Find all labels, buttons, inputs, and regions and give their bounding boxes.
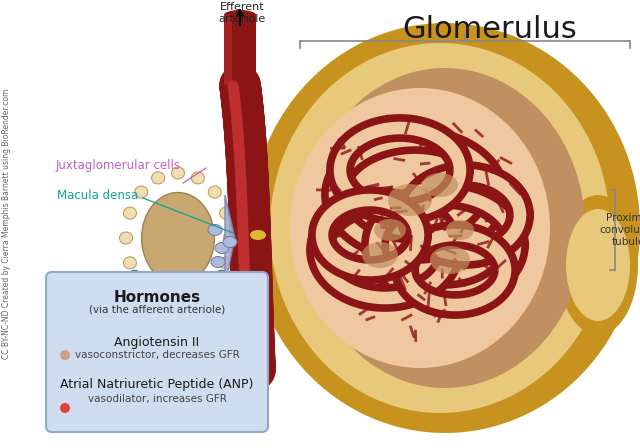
- Ellipse shape: [223, 237, 237, 247]
- Text: vasoconstrictor, decreases GFR: vasoconstrictor, decreases GFR: [75, 350, 239, 360]
- Text: Hormones: Hormones: [113, 290, 200, 305]
- Ellipse shape: [220, 257, 232, 269]
- Ellipse shape: [388, 184, 432, 216]
- Ellipse shape: [191, 292, 204, 304]
- Ellipse shape: [374, 219, 406, 241]
- Ellipse shape: [205, 284, 218, 295]
- Ellipse shape: [558, 195, 638, 335]
- Ellipse shape: [250, 23, 640, 433]
- Ellipse shape: [208, 186, 221, 198]
- Ellipse shape: [290, 88, 550, 368]
- Circle shape: [54, 355, 63, 364]
- Ellipse shape: [215, 270, 228, 281]
- Ellipse shape: [135, 186, 148, 198]
- Ellipse shape: [193, 293, 205, 304]
- Circle shape: [60, 350, 70, 360]
- Text: Juxtaglomerular cells: Juxtaglomerular cells: [56, 159, 180, 172]
- Circle shape: [63, 411, 72, 420]
- Ellipse shape: [305, 68, 585, 388]
- Text: vasodilator, increases GFR: vasodilator, increases GFR: [88, 394, 227, 404]
- Ellipse shape: [250, 230, 266, 240]
- Circle shape: [63, 358, 72, 367]
- Ellipse shape: [128, 270, 141, 281]
- Polygon shape: [225, 195, 235, 285]
- Ellipse shape: [135, 278, 148, 290]
- Ellipse shape: [220, 207, 232, 219]
- Ellipse shape: [211, 257, 225, 267]
- Text: Angiotensin II: Angiotensin II: [115, 336, 200, 349]
- Ellipse shape: [362, 242, 398, 268]
- Ellipse shape: [164, 298, 177, 309]
- Ellipse shape: [172, 297, 184, 309]
- Ellipse shape: [120, 232, 132, 244]
- Ellipse shape: [179, 298, 192, 309]
- Ellipse shape: [446, 220, 474, 240]
- Text: (via the afferent arteriole): (via the afferent arteriole): [89, 304, 225, 314]
- Polygon shape: [224, 15, 232, 85]
- Ellipse shape: [215, 242, 229, 254]
- Text: Efferent
arteriole: Efferent arteriole: [218, 2, 266, 24]
- Text: Atrial Natriuretic Peptide (ANP): Atrial Natriuretic Peptide (ANP): [60, 378, 253, 391]
- Circle shape: [54, 346, 63, 355]
- Ellipse shape: [208, 278, 221, 290]
- Text: CC BY-NC-ND Created by Cierra Memphis Barnett using BioRender.com: CC BY-NC-ND Created by Cierra Memphis Ba…: [3, 89, 12, 359]
- Ellipse shape: [422, 173, 458, 197]
- Ellipse shape: [172, 167, 184, 179]
- Ellipse shape: [141, 193, 214, 284]
- Text: Glomerulus: Glomerulus: [403, 15, 577, 44]
- Circle shape: [54, 399, 63, 408]
- Ellipse shape: [208, 224, 222, 236]
- Circle shape: [63, 343, 72, 352]
- Text: Proximal
convoluted
tubule: Proximal convoluted tubule: [599, 213, 640, 246]
- Text: Macula densa: Macula densa: [58, 189, 139, 202]
- Ellipse shape: [566, 209, 630, 321]
- Ellipse shape: [270, 43, 610, 413]
- Ellipse shape: [191, 172, 204, 184]
- FancyBboxPatch shape: [46, 272, 268, 432]
- Circle shape: [54, 408, 63, 417]
- Ellipse shape: [224, 10, 256, 20]
- Ellipse shape: [152, 172, 164, 184]
- Circle shape: [68, 404, 77, 413]
- Ellipse shape: [150, 293, 163, 304]
- Ellipse shape: [124, 257, 136, 269]
- Circle shape: [60, 403, 70, 413]
- Ellipse shape: [223, 232, 237, 244]
- Ellipse shape: [152, 292, 164, 304]
- Circle shape: [68, 350, 77, 359]
- Circle shape: [63, 396, 72, 405]
- Ellipse shape: [138, 284, 151, 295]
- Ellipse shape: [430, 246, 470, 274]
- Ellipse shape: [124, 207, 136, 219]
- Polygon shape: [224, 15, 256, 85]
